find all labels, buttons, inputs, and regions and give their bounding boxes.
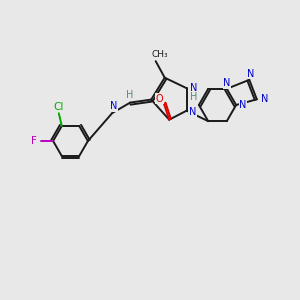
Text: N: N — [190, 83, 197, 93]
Text: N: N — [189, 107, 196, 117]
Text: H: H — [126, 90, 133, 100]
Text: CH₃: CH₃ — [152, 50, 169, 59]
Text: H: H — [190, 92, 197, 102]
Text: N: N — [110, 101, 117, 112]
Text: N: N — [261, 94, 268, 104]
Text: O: O — [155, 94, 163, 104]
Text: N: N — [239, 100, 246, 110]
Text: F: F — [31, 136, 37, 146]
Text: N: N — [247, 69, 254, 79]
Text: Cl: Cl — [54, 102, 64, 112]
Text: N: N — [223, 78, 230, 88]
